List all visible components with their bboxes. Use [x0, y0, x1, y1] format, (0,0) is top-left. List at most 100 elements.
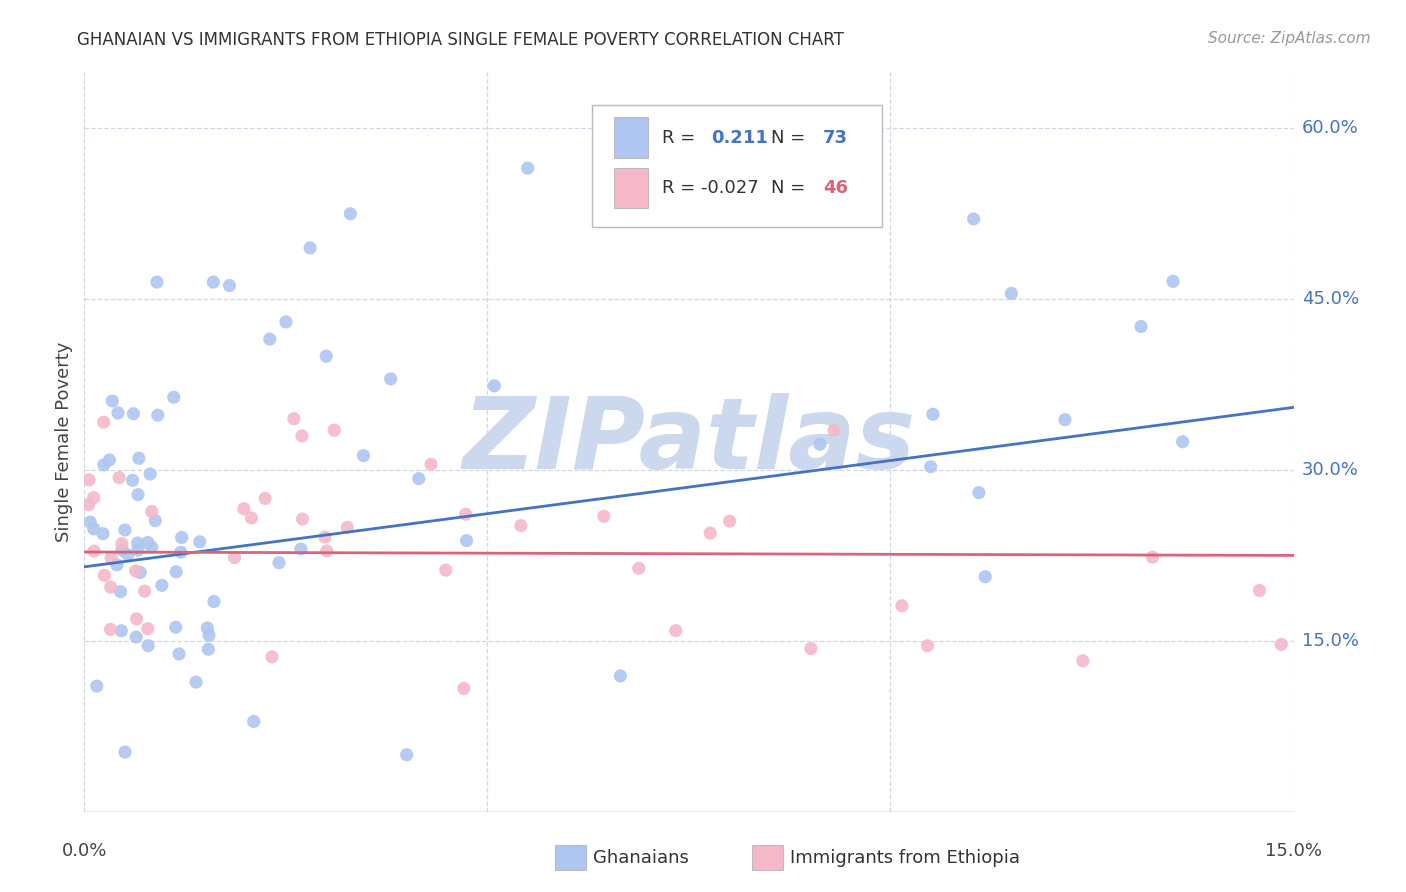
Point	[91, 526, 114, 541]
Text: N =: N =	[770, 179, 811, 197]
Point	[920, 459, 942, 474]
Point	[107, 406, 129, 420]
Text: 15.0%: 15.0%	[1302, 632, 1358, 650]
Point	[453, 681, 475, 696]
Point	[167, 647, 190, 661]
Point	[127, 488, 149, 502]
Point	[718, 514, 741, 528]
Point	[121, 473, 143, 487]
Point	[699, 526, 721, 541]
Text: 46: 46	[823, 179, 848, 197]
Point	[105, 558, 128, 572]
Point	[665, 624, 688, 638]
Point	[380, 372, 402, 386]
Point	[454, 507, 477, 521]
Point	[323, 423, 346, 437]
Point	[823, 423, 845, 437]
Point	[188, 534, 211, 549]
Point	[143, 514, 166, 528]
Text: Immigrants from Ethiopia: Immigrants from Ethiopia	[790, 849, 1021, 867]
Bar	[614, 168, 648, 209]
Point	[1171, 434, 1194, 449]
Bar	[592, 104, 883, 227]
Point	[128, 451, 150, 466]
Point	[165, 565, 187, 579]
Point	[136, 639, 159, 653]
Point	[195, 621, 218, 635]
Point	[456, 533, 478, 548]
Point	[967, 485, 990, 500]
Bar	[614, 117, 648, 158]
Point	[86, 679, 108, 693]
Point	[136, 622, 159, 636]
Point	[1249, 583, 1271, 598]
Point	[198, 628, 221, 642]
Text: 45.0%: 45.0%	[1302, 290, 1360, 308]
Point	[254, 491, 277, 506]
Text: GHANAIAN VS IMMIGRANTS FROM ETHIOPIA SINGLE FEMALE POVERTY CORRELATION CHART: GHANAIAN VS IMMIGRANTS FROM ETHIOPIA SIN…	[77, 31, 844, 49]
Point	[165, 620, 187, 634]
Point	[592, 509, 614, 524]
Point	[202, 594, 225, 608]
Point	[240, 511, 263, 525]
Point	[259, 332, 281, 346]
Point	[136, 535, 159, 549]
Point	[124, 564, 146, 578]
Point	[170, 531, 193, 545]
Point	[141, 540, 163, 554]
Point	[129, 566, 152, 580]
Text: ZIPatlas: ZIPatlas	[463, 393, 915, 490]
Point	[79, 515, 101, 529]
Point	[114, 745, 136, 759]
Point	[974, 570, 997, 584]
Point	[1130, 319, 1153, 334]
Point	[127, 543, 149, 558]
Point	[1142, 550, 1164, 565]
Point	[141, 504, 163, 518]
Text: Ghanaians: Ghanaians	[593, 849, 689, 867]
Point	[127, 536, 149, 550]
Point	[420, 458, 443, 472]
Point	[434, 563, 457, 577]
Point	[1071, 654, 1094, 668]
Point	[336, 520, 359, 534]
Point	[139, 467, 162, 481]
Point	[83, 544, 105, 558]
Text: R =: R =	[662, 128, 702, 146]
Point	[100, 580, 122, 594]
Point	[170, 545, 193, 559]
Point	[315, 349, 337, 363]
Point	[408, 472, 430, 486]
Point	[184, 675, 207, 690]
Point	[662, 167, 685, 181]
Text: 30.0%: 30.0%	[1302, 461, 1358, 479]
Y-axis label: Single Female Poverty: Single Female Poverty	[55, 342, 73, 541]
Point	[267, 556, 290, 570]
Point	[395, 747, 418, 762]
Point	[509, 518, 531, 533]
Text: 73: 73	[823, 128, 848, 146]
Point	[83, 491, 105, 505]
Text: R = -0.027: R = -0.027	[662, 179, 759, 197]
Point	[962, 211, 984, 226]
Point	[83, 522, 105, 536]
Point	[291, 512, 314, 526]
Point	[299, 241, 322, 255]
Point	[77, 498, 100, 512]
Text: Source: ZipAtlas.com: Source: ZipAtlas.com	[1208, 31, 1371, 46]
Point	[1053, 413, 1076, 427]
Point	[93, 458, 115, 472]
Text: 15.0%: 15.0%	[1265, 842, 1322, 860]
Point	[353, 449, 375, 463]
Point	[111, 536, 134, 550]
Point	[77, 473, 100, 487]
Point	[197, 642, 219, 657]
Point	[290, 542, 312, 557]
Point	[274, 315, 297, 329]
Point	[283, 411, 305, 425]
Point	[922, 407, 945, 421]
Text: N =: N =	[770, 128, 811, 146]
Point	[150, 578, 173, 592]
Point	[1161, 274, 1184, 288]
Point	[134, 584, 156, 599]
